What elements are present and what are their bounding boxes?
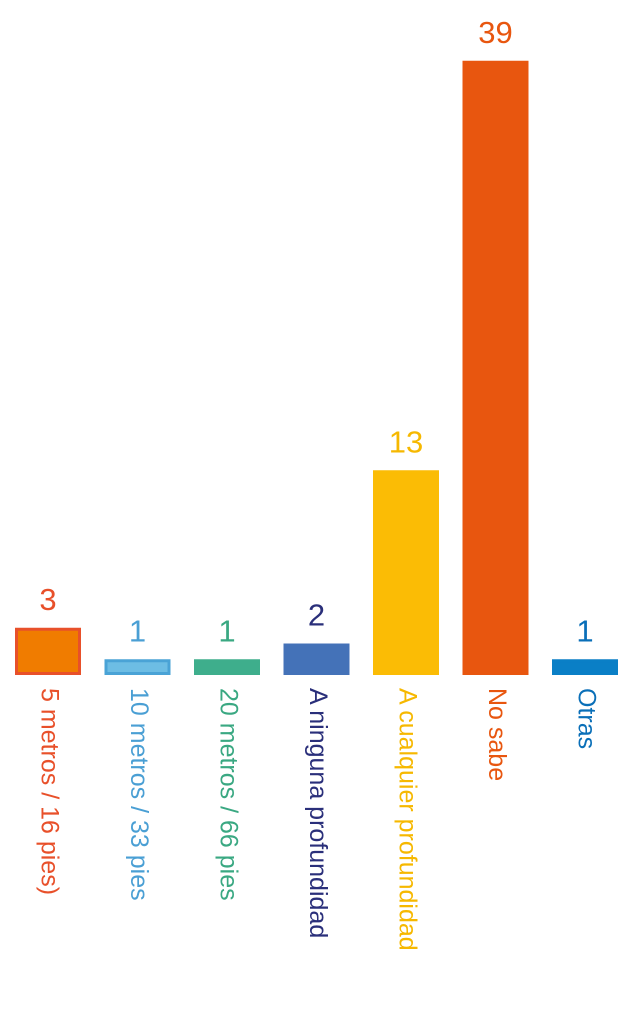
category-label: 20 metros / 66 pies <box>214 688 242 901</box>
bar <box>283 643 350 675</box>
category-label: A cualquier profundidad <box>393 688 421 951</box>
category-label: 5 metros / 16 pies) <box>35 688 63 895</box>
bar <box>552 659 618 675</box>
value-label: 1 <box>576 613 593 648</box>
value-label: 1 <box>129 613 146 648</box>
category-label: 10 metros / 33 pies <box>125 688 153 901</box>
bar <box>462 60 529 675</box>
value-label: 2 <box>308 598 325 633</box>
value-label: 1 <box>218 613 235 648</box>
category-label: No sabe <box>483 688 511 781</box>
value-label: 13 <box>389 424 423 459</box>
bar <box>104 659 171 675</box>
category-label: Otras <box>572 688 600 749</box>
value-label: 39 <box>478 15 512 50</box>
bar <box>194 659 260 675</box>
bar <box>373 470 439 675</box>
value-label: 3 <box>39 582 56 617</box>
category-label: A ninguna profundidad <box>304 688 332 938</box>
bar <box>15 627 81 675</box>
